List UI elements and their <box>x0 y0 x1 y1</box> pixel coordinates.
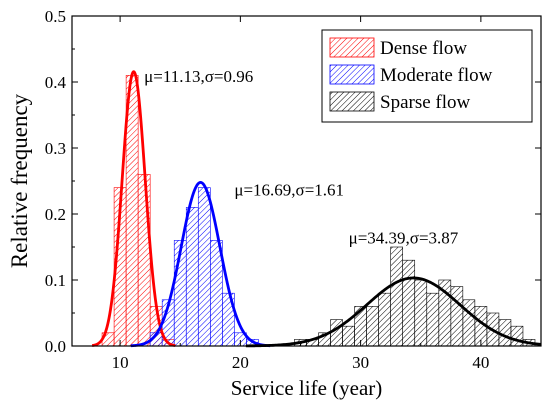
y-tick-label: 0.1 <box>45 271 66 290</box>
x-tick-label: 40 <box>472 353 489 372</box>
x-tick-label: 20 <box>232 353 249 372</box>
bar-sparse-flow-8 <box>390 246 404 347</box>
fit-curve-dense-flow <box>91 70 176 347</box>
legend: Dense flow Moderate flow Sparse flow <box>321 29 533 123</box>
bar-sparse-flow-9 <box>402 259 416 347</box>
bar-sparse-flow-14 <box>462 299 476 347</box>
legend-label-dense-flow: Dense flow <box>380 38 467 59</box>
bar-sparse-flow-4 <box>342 325 355 347</box>
x-tick-label: 10 <box>112 353 129 372</box>
fit-curve-sparse-flow <box>245 276 542 348</box>
bar-sparse-flow-7 <box>378 292 391 347</box>
bar-moderate-flow-4 <box>197 187 211 347</box>
y-axis-label: Relative frequency <box>7 93 32 268</box>
fit-annotations: μ=11.13,σ=0.96 μ=16.69,σ=1.61 μ=34.39,σ=3.… <box>144 67 459 248</box>
fit-label-dense-flow: μ=11.13,σ=0.96 <box>144 67 253 86</box>
y-tick-label: 0.0 <box>45 337 66 356</box>
bar-dense-flow-3 <box>137 174 151 347</box>
bar-sparse-flow-13 <box>450 286 464 347</box>
legend-label-moderate-flow: Moderate flow <box>380 65 493 86</box>
legend-swatch-sparse-flow <box>329 91 375 112</box>
bar-sparse-flow-18 <box>510 325 524 347</box>
y-tick-label: 0.5 <box>45 7 66 26</box>
fit-curve-moderate-flow <box>130 181 271 348</box>
axis-ticks: 10 20 30 40 0.0 0.1 0.2 0.3 0.4 0.5 <box>45 7 542 372</box>
x-tick-label: 30 <box>352 353 369 372</box>
bar-moderate-flow-3 <box>185 207 199 347</box>
bar-sparse-flow-10 <box>414 279 428 347</box>
legend-swatch-dense-flow <box>329 37 375 58</box>
bar-sparse-flow-3 <box>330 319 343 347</box>
legend-swatch-moderate-flow <box>329 64 375 85</box>
fit-label-moderate-flow: μ=16.69,σ=1.61 <box>234 181 344 200</box>
legend-label-sparse-flow: Sparse flow <box>380 92 471 113</box>
x-axis-label: Service life (year) <box>231 376 383 400</box>
fit-label-sparse-flow: μ=34.39,σ=3.87 <box>349 229 459 248</box>
histogram-bars <box>101 75 536 347</box>
y-tick-label: 0.4 <box>45 73 67 92</box>
fit-curves <box>91 70 542 348</box>
y-tick-label: 0.2 <box>45 205 66 224</box>
bar-sparse-flow-6 <box>366 306 379 347</box>
bar-sparse-flow-11 <box>426 292 440 347</box>
y-tick-label: 0.3 <box>45 139 66 158</box>
